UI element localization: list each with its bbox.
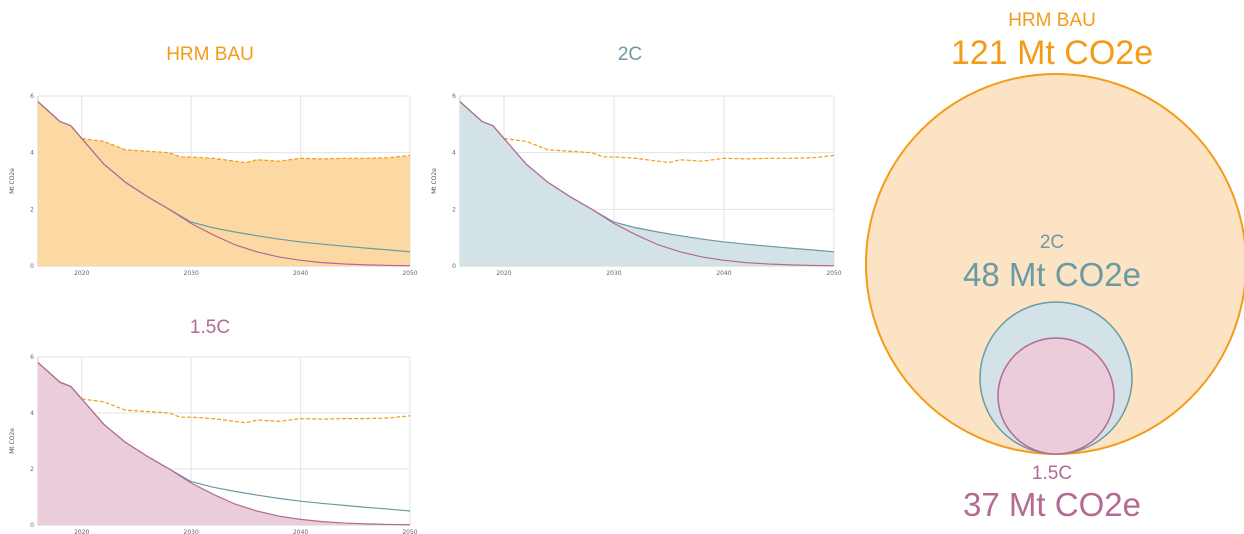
bubble-svg bbox=[865, 73, 1244, 455]
x-tick-label: 2050 bbox=[826, 270, 841, 277]
y-tick-label: 4 bbox=[30, 150, 34, 157]
x-tick-label: 2050 bbox=[402, 270, 417, 277]
y-tick-label: 6 bbox=[30, 93, 34, 100]
x-tick-label: 2040 bbox=[293, 529, 308, 534]
area-fill bbox=[38, 101, 410, 267]
y-axis-label: Mt CO2e bbox=[9, 428, 16, 454]
x-tick-label: 2050 bbox=[402, 529, 417, 534]
bubble-label-hrm-bau: HRM BAU bbox=[1008, 10, 1096, 31]
x-tick-label: 2030 bbox=[184, 529, 199, 534]
y-tick-label: 6 bbox=[30, 354, 34, 361]
series-line-1-5c bbox=[37, 101, 411, 267]
y-tick-label: 2 bbox=[30, 206, 34, 213]
series-line-1-5c bbox=[37, 362, 411, 526]
chart-title: 2C bbox=[617, 44, 643, 65]
chart-title: HRM BAU bbox=[166, 44, 254, 65]
y-tick-label: 2 bbox=[30, 466, 34, 473]
y-tick-label: 0 bbox=[30, 522, 34, 529]
x-tick-label: 2040 bbox=[293, 270, 308, 277]
bubble-value-hrm-bau: 121 Mt CO2e bbox=[950, 34, 1154, 72]
series-line-1-5c bbox=[459, 101, 835, 267]
y-tick-label: 0 bbox=[30, 263, 34, 270]
chart-panel-hrm-bau: HRM BAU 0 2 4 6 2020 2030 2040 2050 Mt CO2e bbox=[0, 0, 420, 280]
y-axis-label: Mt CO2e bbox=[9, 168, 16, 194]
x-tick-label: 2020 bbox=[74, 270, 89, 277]
bubble-label-1-5c: 1.5C bbox=[1031, 463, 1073, 484]
area-chart-svg: 0 2 4 6 2020 2030 2040 2050 Mt CO2e bbox=[9, 93, 418, 277]
area-fill bbox=[460, 101, 834, 267]
series-line-hrm-bau-dashed bbox=[81, 137, 411, 164]
series-line-hrm-bau-dashed bbox=[503, 137, 835, 164]
chart-panel-1-5c: 1.5C 0 2 4 6 2020 2030 2040 2050 Mt CO2e bbox=[0, 260, 420, 534]
area-chart-svg: 0 2 4 6 2020 2030 2040 2050 Mt CO2e bbox=[431, 93, 842, 277]
y-axis-label: Mt CO2e bbox=[431, 168, 438, 194]
y-tick-label: 6 bbox=[452, 93, 456, 100]
y-tick-label: 2 bbox=[452, 206, 456, 213]
chart-panel-2c: 2C 0 2 4 6 2020 2030 2040 2050 Mt CO2e bbox=[420, 0, 842, 280]
x-tick-label: 2020 bbox=[74, 529, 89, 534]
y-tick-label: 0 bbox=[452, 263, 456, 270]
y-tick-label: 4 bbox=[452, 150, 456, 157]
bubble-value-1-5c: 37 Mt CO2e bbox=[963, 486, 1141, 523]
bubble-value-2c: 48 Mt CO2e bbox=[963, 256, 1141, 293]
chart-title: 1.5C bbox=[189, 317, 231, 338]
x-tick-label: 2020 bbox=[496, 270, 511, 277]
area-fill bbox=[38, 362, 410, 525]
area-chart-svg: 0 2 4 6 2020 2030 2040 2050 Mt CO2e bbox=[9, 354, 418, 534]
bubble-comparison: HRM BAU 121 Mt CO2e 2C 48 Mt CO2e 1.5C 3… bbox=[860, 0, 1244, 534]
x-tick-label: 2030 bbox=[184, 270, 199, 277]
series-line-hrm-bau-dashed bbox=[81, 398, 411, 424]
y-tick-label: 4 bbox=[30, 410, 34, 417]
x-tick-label: 2040 bbox=[716, 270, 731, 277]
x-tick-label: 2030 bbox=[606, 270, 621, 277]
bubble-1-5c bbox=[997, 337, 1115, 455]
bubble-label-2c: 2C bbox=[1039, 232, 1065, 253]
